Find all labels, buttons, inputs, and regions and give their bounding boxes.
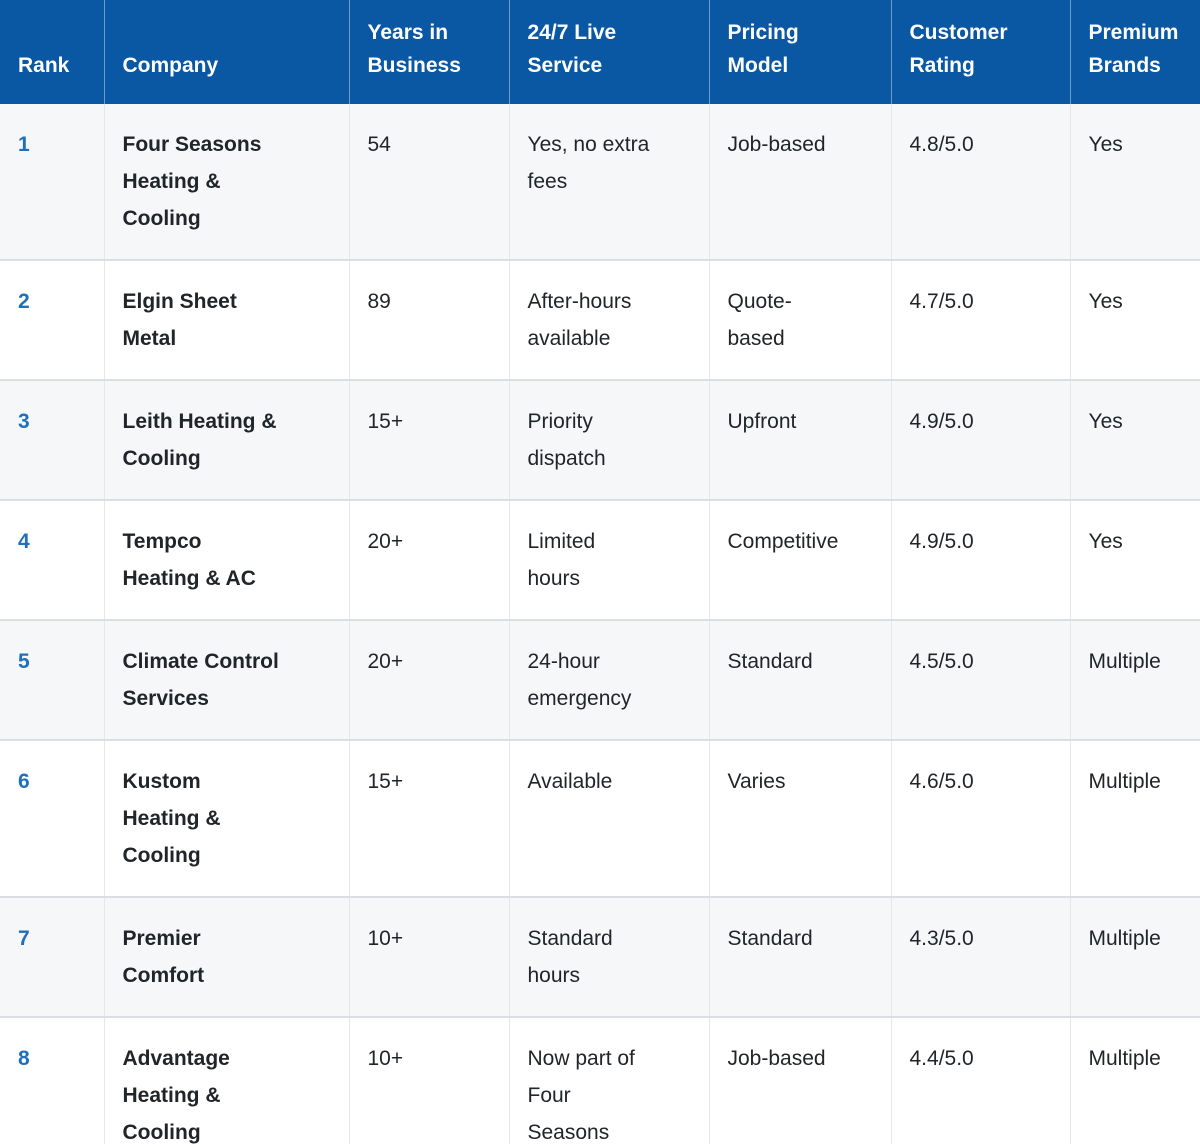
cell-service: After-hours available [508, 260, 709, 380]
cell-rating: 4.3/5.0 [890, 897, 1070, 1017]
table-row: 4 Tempco Heating & AC 20+ Limited hours … [0, 500, 1200, 620]
cell-rating: 4.9/5.0 [890, 380, 1070, 500]
cell-rank: 3 [18, 410, 30, 433]
cell-years: 20+ [348, 620, 509, 740]
cell-years: 15+ [348, 380, 509, 500]
cell-rank: 7 [18, 927, 30, 950]
col-header-years-in-business: Years in Business [348, 0, 509, 104]
cell-company: Tempco Heating & AC [103, 500, 349, 620]
cell-premium: Multiple [1069, 1017, 1200, 1144]
cell-service: Available [508, 740, 709, 897]
cell-premium: Yes [1069, 104, 1200, 260]
cell-rank: 4 [18, 530, 30, 553]
cell-service: Now part of Four Seasons [508, 1017, 709, 1144]
cell-premium: Multiple [1069, 897, 1200, 1017]
cell-rating: 4.9/5.0 [890, 500, 1070, 620]
cell-years: 20+ [348, 500, 509, 620]
cell-premium: Yes [1069, 500, 1200, 620]
cell-service: Priority dispatch [508, 380, 709, 500]
cell-rating: 4.4/5.0 [890, 1017, 1070, 1144]
cell-rating: 4.5/5.0 [890, 620, 1070, 740]
cell-years: 89 [348, 260, 509, 380]
cell-service: Yes, no extra fees [508, 104, 709, 260]
table-row: 6 Kustom Heating & Cooling 15+ Available… [0, 740, 1200, 897]
cell-pricing: Upfront [708, 380, 891, 500]
cell-rank: 6 [18, 770, 30, 793]
cell-company: Four Seasons Heating & Cooling [103, 104, 349, 260]
col-header-customer-rating: Customer Rating [890, 0, 1070, 104]
table-row: 3 Leith Heating & Cooling 15+ Priority d… [0, 380, 1200, 500]
cell-pricing: Job-based [708, 104, 891, 260]
cell-premium: Yes [1069, 260, 1200, 380]
col-header-company: Company [103, 0, 349, 104]
cell-rating: 4.6/5.0 [890, 740, 1070, 897]
cell-service: 24-hour emergency [508, 620, 709, 740]
cell-service: Standard hours [508, 897, 709, 1017]
cell-rank: 8 [18, 1047, 30, 1070]
cell-company: Premier Comfort [103, 897, 349, 1017]
cell-rating: 4.8/5.0 [890, 104, 1070, 260]
cell-pricing: Competitive [708, 500, 891, 620]
table-row: 2 Elgin Sheet Metal 89 After-hours avail… [0, 260, 1200, 380]
cell-pricing: Standard [708, 620, 891, 740]
table-row: 7 Premier Comfort 10+ Standard hours Sta… [0, 897, 1200, 1017]
cell-years: 54 [348, 104, 509, 260]
cell-company: Kustom Heating & Cooling [103, 740, 349, 897]
cell-premium: Multiple [1069, 620, 1200, 740]
cell-company: Advantage Heating & Cooling [103, 1017, 349, 1144]
cell-company: Elgin Sheet Metal [103, 260, 349, 380]
cell-rank: 1 [18, 133, 30, 156]
table-header: Rank Company Years in Business 24/7 Live… [0, 0, 1200, 104]
col-header-rank: Rank [0, 0, 104, 104]
cell-rating: 4.7/5.0 [890, 260, 1070, 380]
col-header-premium-brands: Premium Brands [1069, 0, 1200, 104]
cell-rank: 2 [18, 290, 30, 313]
table-body: 1 Four Seasons Heating & Cooling 54 Yes,… [0, 104, 1200, 1144]
col-header-pricing-model: Pricing Model [708, 0, 891, 104]
table-row: 8 Advantage Heating & Cooling 10+ Now pa… [0, 1017, 1200, 1144]
cell-pricing: Varies [708, 740, 891, 897]
cell-premium: Multiple [1069, 740, 1200, 897]
cell-company: Leith Heating & Cooling [103, 380, 349, 500]
cell-years: 10+ [348, 1017, 509, 1144]
cell-rank: 5 [18, 650, 30, 673]
header-row: Rank Company Years in Business 24/7 Live… [0, 0, 1200, 104]
table-row: 5 Climate Control Services 20+ 24-hour e… [0, 620, 1200, 740]
cell-years: 15+ [348, 740, 509, 897]
cell-pricing: Quote- based [708, 260, 891, 380]
col-header-live-service: 24/7 Live Service [508, 0, 709, 104]
cell-premium: Yes [1069, 380, 1200, 500]
cell-years: 10+ [348, 897, 509, 1017]
cell-pricing: Standard [708, 897, 891, 1017]
cell-service: Limited hours [508, 500, 709, 620]
cell-pricing: Job-based [708, 1017, 891, 1144]
cell-company: Climate Control Services [103, 620, 349, 740]
table-row: 1 Four Seasons Heating & Cooling 54 Yes,… [0, 104, 1200, 260]
